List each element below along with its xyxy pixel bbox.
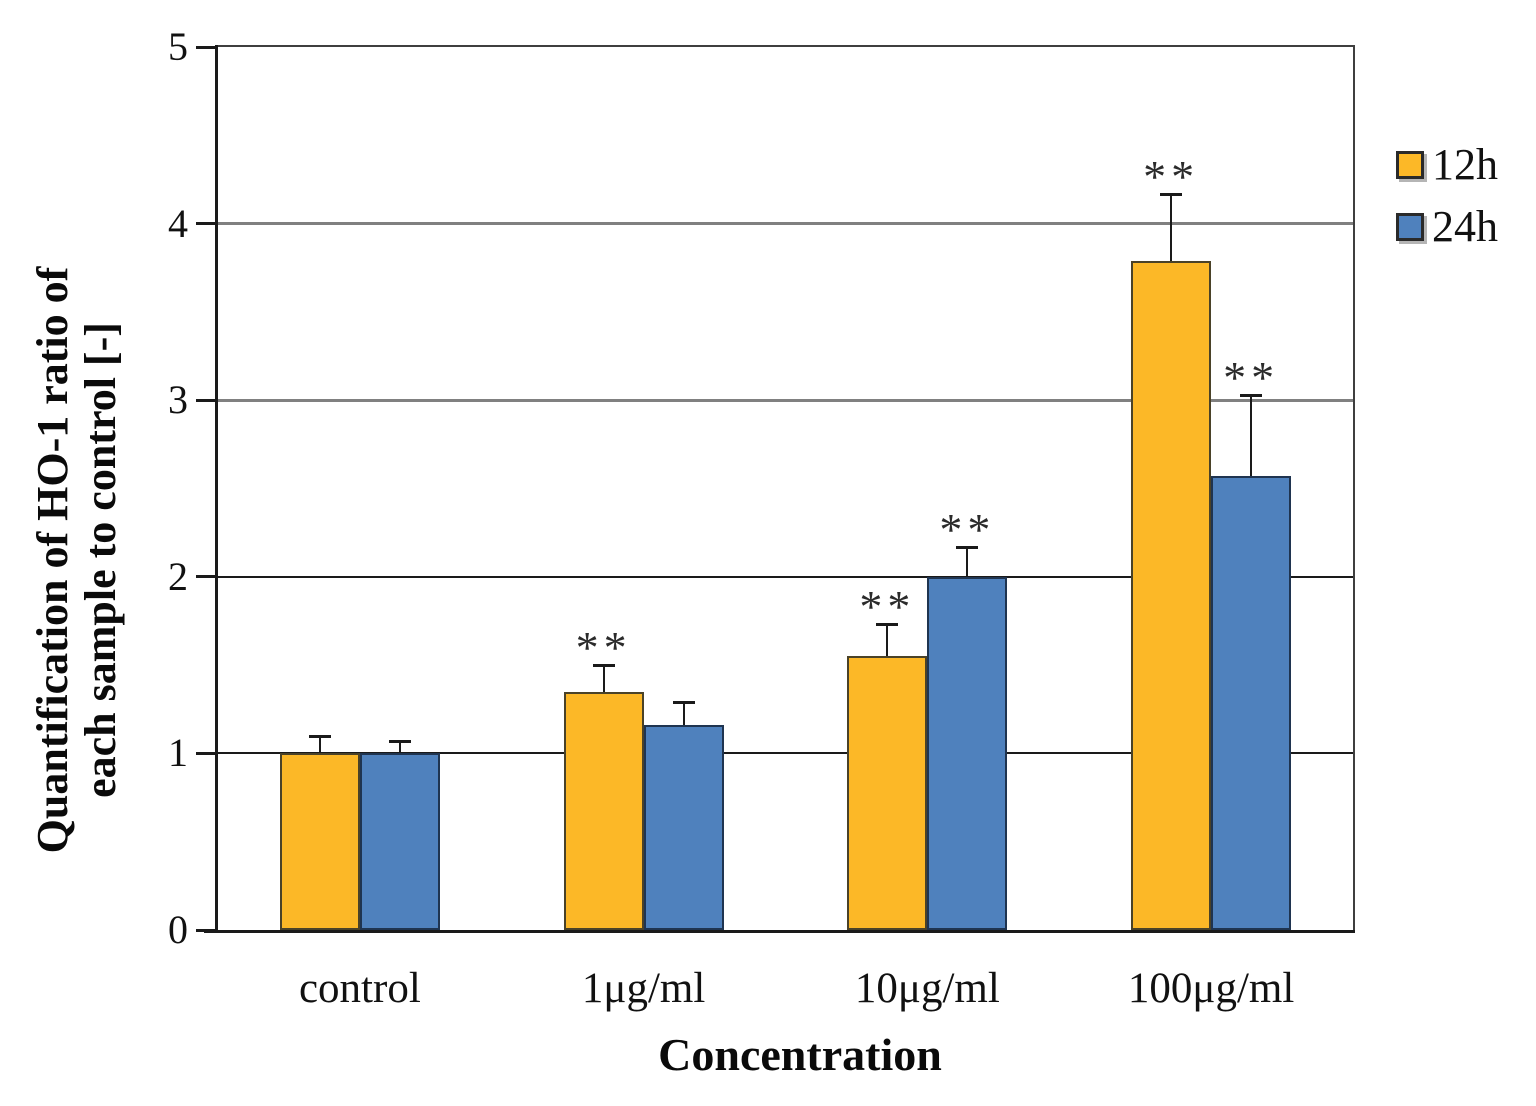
error-bar-12h-control xyxy=(318,735,321,754)
x-tick-label-1: control xyxy=(298,965,421,1012)
gridline-y2 xyxy=(218,575,1353,578)
error-bar-12h-10μg/ml xyxy=(886,624,889,657)
y-tick-label-2: 2 xyxy=(168,553,188,599)
error-bar-cap-12h-100μg/ml xyxy=(1160,192,1183,196)
y-tick-mark-2 xyxy=(196,575,218,579)
y-tick-mark-3 xyxy=(196,398,218,402)
x-axis-line xyxy=(204,930,1355,933)
x-axis-title: Concentration xyxy=(658,1029,942,1080)
gridline-y3 xyxy=(218,398,1353,402)
y-tick-label-0: 0 xyxy=(168,907,188,952)
legend-item-12h: 12h xyxy=(1396,142,1498,188)
significance-marker-24h-10μg/ml: ** xyxy=(939,503,996,555)
y-axis-title-line-1: Quantification of HO-1 ratio of xyxy=(28,266,77,854)
significance-marker-24h-100μg/ml: ** xyxy=(1223,351,1280,403)
error-bar-cap-24h-100μg/ml xyxy=(1240,393,1263,397)
legend-swatch-12h xyxy=(1396,151,1424,179)
y-tick-label-5: 5 xyxy=(168,24,188,69)
y-tick-mark-1 xyxy=(196,751,218,755)
error-bar-24h-control xyxy=(398,741,401,754)
gridline-y4 xyxy=(218,222,1353,226)
error-bar-12h-1μg/ml xyxy=(602,665,605,692)
bar-12h-1μg/ml xyxy=(563,691,644,930)
bar-12h-control xyxy=(279,753,360,930)
y-tick-mark-0 xyxy=(196,928,218,932)
bar-12h-100μg/ml xyxy=(1131,260,1212,930)
significance-marker-12h-100μg/ml: ** xyxy=(1143,150,1200,202)
error-bar-cap-24h-control xyxy=(388,740,411,744)
plot-border-top xyxy=(215,45,1355,47)
bar-24h-1μg/ml xyxy=(643,725,724,930)
y-tick-mark-4 xyxy=(196,222,218,226)
error-bar-12h-100μg/ml xyxy=(1170,193,1173,261)
y-tick-mark-5 xyxy=(196,45,218,49)
y-axis-line xyxy=(215,45,218,933)
error-bar-cap-24h-1μg/ml xyxy=(672,701,695,705)
y-tick-label-1: 1 xyxy=(168,730,188,776)
significance-marker-12h-1μg/ml: ** xyxy=(575,622,632,674)
x-tick-label-2: 1μg/ml xyxy=(581,965,706,1012)
legend-item-24h: 24h xyxy=(1396,204,1498,250)
legend-label-24h: 24h xyxy=(1432,202,1498,251)
x-tick-label-4: 100μg/ml xyxy=(1127,965,1295,1012)
legend-label-12h: 12h xyxy=(1432,140,1498,189)
error-bar-cap-24h-10μg/ml xyxy=(956,545,979,549)
y-tick-label-3: 3 xyxy=(168,377,188,423)
x-tick-label-3: 10μg/ml xyxy=(854,965,1000,1012)
legend-swatch-24h xyxy=(1396,213,1424,241)
error-bar-cap-12h-1μg/ml xyxy=(592,664,615,668)
y-axis-title: Quantification of HO-1 ratio of each sam… xyxy=(28,110,125,1010)
plot-border-right xyxy=(1353,45,1355,932)
error-bar-cap-12h-control xyxy=(308,734,331,738)
gridline-y1 xyxy=(218,752,1353,755)
legend: 12h 24h xyxy=(1396,142,1498,266)
bar-24h-control xyxy=(359,753,440,930)
bar-24h-10μg/ml xyxy=(927,576,1008,930)
error-bar-24h-10μg/ml xyxy=(966,546,969,577)
significance-marker-12h-10μg/ml: ** xyxy=(859,581,916,633)
y-tick-label-4: 4 xyxy=(168,200,188,246)
bar-12h-10μg/ml xyxy=(847,656,928,930)
error-bar-24h-1μg/ml xyxy=(682,702,685,726)
bar-24h-100μg/ml xyxy=(1211,476,1292,930)
error-bar-24h-100μg/ml xyxy=(1250,394,1253,477)
error-bar-cap-12h-10μg/ml xyxy=(876,623,899,627)
